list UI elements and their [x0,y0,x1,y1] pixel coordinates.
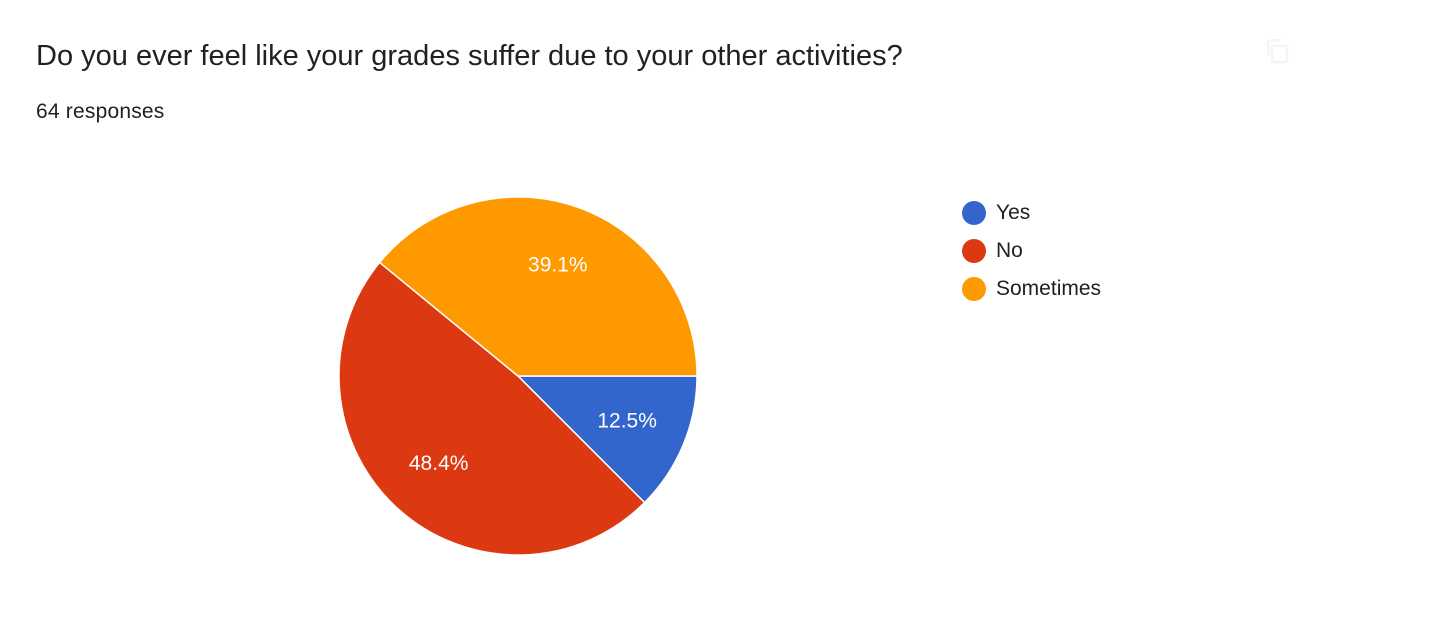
slice-label-no: 48.4% [409,452,469,475]
legend-label: Sometimes [996,277,1102,300]
question-title: Do you ever feel like your grades suffer… [36,40,903,72]
slice-label-sometimes: 39.1% [528,253,588,276]
legend-label: Yes [996,201,1031,224]
pie-labels: 12.5% 48.4% 39.1% [409,253,657,475]
legend-item-sometimes[interactable]: Sometimes [962,270,1101,308]
legend: Yes No Sometimes [962,194,1101,308]
pie-slice-yes[interactable] [516,375,698,504]
legend-item-no[interactable]: No [962,232,1101,270]
legend-swatch [962,277,986,301]
legend-swatch [962,239,986,263]
copy-icon[interactable] [1262,36,1292,66]
pie-slice-sometimes[interactable] [378,196,698,377]
legend-item-yes[interactable]: Yes [962,194,1101,232]
response-count: 64 responses [36,100,165,123]
legend-swatch [962,201,986,225]
legend-label: No [996,239,1023,262]
pie-slice-no[interactable] [338,261,646,556]
pie-slices [338,196,698,556]
slice-label-yes: 12.5% [597,410,657,433]
